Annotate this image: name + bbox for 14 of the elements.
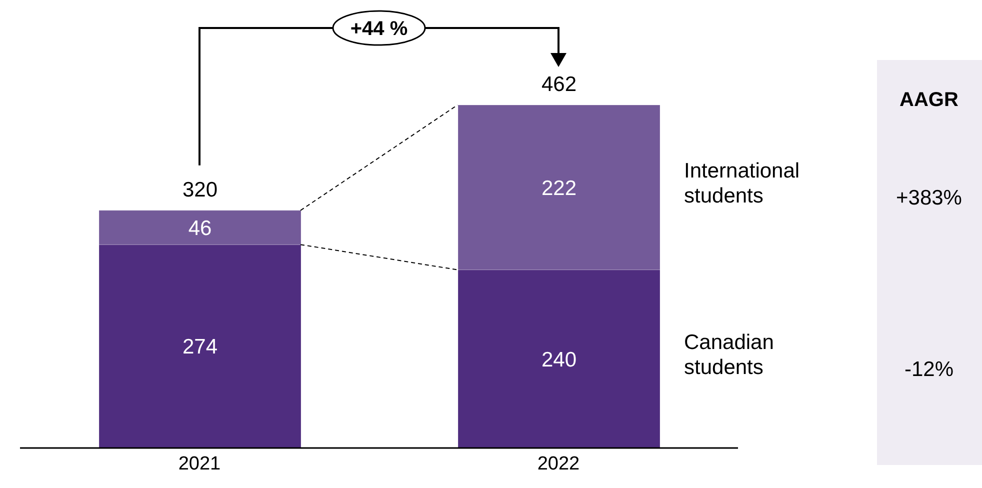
data-label: 274 [182, 336, 218, 359]
x-tick-label: 2022 [537, 453, 580, 474]
x-tick-label: 2021 [178, 453, 221, 474]
data-label: 222 [541, 176, 577, 200]
text: AAGR [900, 89, 959, 111]
data-label: 46 [188, 216, 212, 240]
text: +383% [896, 186, 962, 210]
series-label: Canadian students [684, 330, 774, 379]
total-label: 320 [182, 178, 218, 202]
total-label: 462 [541, 73, 577, 96]
data-label: 240 [541, 348, 577, 372]
text: +44 % [350, 18, 408, 40]
series-label: International students [684, 159, 800, 208]
text: -12% [904, 358, 954, 381]
